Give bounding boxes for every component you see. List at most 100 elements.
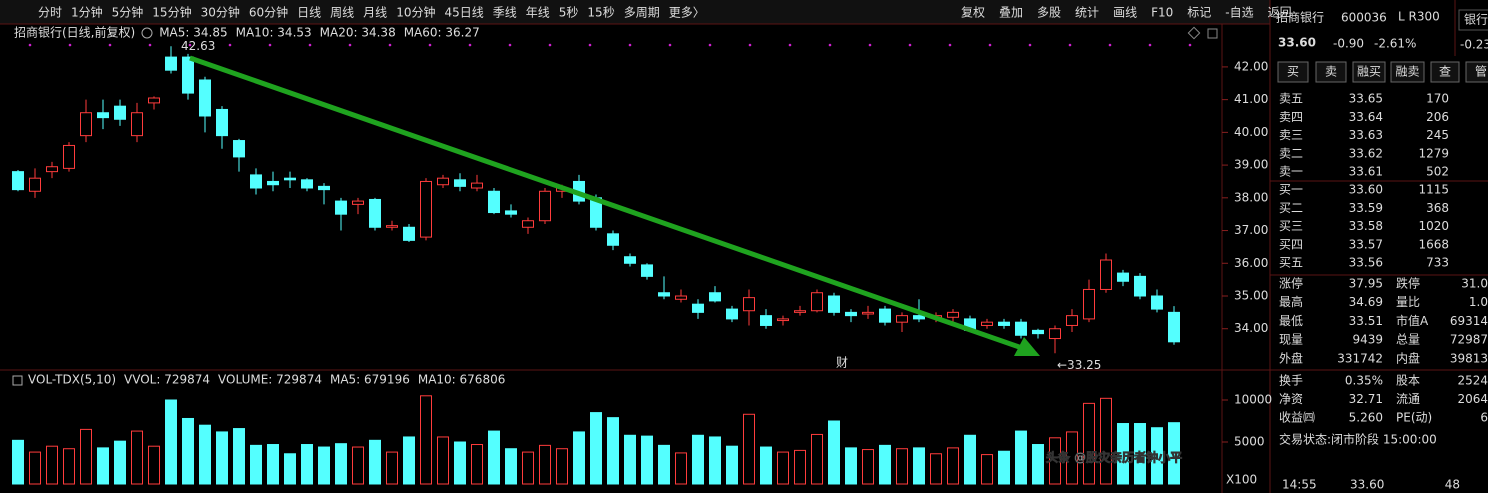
toolbar-item[interactable]: 30分钟 — [201, 5, 240, 20]
candle-body — [284, 177, 296, 181]
candle-body — [794, 310, 806, 313]
toolbar-item[interactable]: 45日线 — [444, 6, 483, 20]
volume-bar — [12, 439, 24, 485]
toolbar-item[interactable]: 10分钟 — [396, 5, 435, 20]
volume-bar — [420, 395, 432, 485]
y-tick-label: 5000 — [1234, 435, 1265, 449]
book-volume: 1668 — [1418, 237, 1449, 251]
toolbar-item[interactable]: 多股 — [1037, 6, 1061, 20]
toolbar-item[interactable]: 返回 — [1268, 6, 1292, 20]
toolbar-item[interactable]: 60分钟 — [249, 5, 288, 20]
book-volume: 206 — [1426, 110, 1449, 124]
y-tick-label: 37.00 — [1234, 223, 1268, 237]
book-volume: 1020 — [1418, 219, 1449, 233]
stat-label: 现量 — [1279, 333, 1303, 347]
y-tick-label: 40.00 — [1234, 125, 1268, 139]
volume-bar — [471, 444, 483, 485]
icon[interactable] — [141, 27, 153, 39]
toolbar-item[interactable]: 周线 — [330, 6, 354, 20]
stat-label: 市值A — [1396, 313, 1429, 328]
volume-bar — [1032, 444, 1044, 485]
stat-value: 72987 — [1450, 333, 1488, 347]
volume-bar — [454, 441, 466, 485]
volume-bar — [794, 449, 806, 485]
toolbar-item[interactable]: 标记 — [1187, 6, 1211, 20]
candle-body — [998, 321, 1010, 326]
button-label[interactable]: 卖 — [1325, 65, 1337, 79]
candle-body — [726, 308, 738, 320]
candle-body — [80, 112, 92, 137]
toolbar-item[interactable]: 1分钟 — [71, 5, 103, 20]
button-label[interactable]: 融卖 — [1395, 65, 1419, 79]
candle-body — [318, 185, 330, 191]
stat-label: 收益㈣ — [1279, 411, 1315, 425]
volume-bar — [250, 444, 262, 485]
toolbar-item[interactable]: 日线 — [297, 6, 321, 20]
book-label: 卖三 — [1279, 128, 1303, 142]
volume-legend: VOL-TDX(5,10) — [28, 373, 116, 387]
chart: 招商银行(日线,前复权) MA5: 34.85 MA10: 34.53 MA20: 3… — [12, 25, 1272, 487]
toolbar-item[interactable]: 画线 — [1113, 6, 1137, 20]
button[interactable] — [1390, 61, 1425, 83]
candle-body — [352, 200, 364, 205]
button[interactable] — [1465, 61, 1488, 83]
volume-bar — [981, 454, 993, 485]
candle-body — [471, 182, 483, 189]
button[interactable] — [1430, 61, 1460, 83]
button[interactable] — [1352, 61, 1386, 83]
book-label: 买三 — [1279, 219, 1303, 233]
button-label[interactable]: 买 — [1287, 65, 1299, 79]
stat-label: PE(动) — [1396, 411, 1432, 425]
toolbar-item[interactable]: -自选 — [1225, 6, 1253, 20]
toolbar-item[interactable]: 统计 — [1075, 6, 1099, 20]
candle-body — [182, 56, 194, 94]
button[interactable] — [1277, 61, 1309, 83]
candle-body — [692, 303, 704, 313]
icon[interactable] — [1207, 28, 1218, 39]
volume-bar — [131, 430, 143, 485]
toolbar-item[interactable]: 年线 — [526, 6, 550, 20]
change-pct: -2.61% — [1374, 37, 1416, 51]
button[interactable] — [1315, 61, 1347, 83]
toolbar-item[interactable]: 5分钟 — [112, 5, 144, 20]
candle-body — [777, 318, 789, 322]
book-label: 买五 — [1279, 256, 1303, 270]
button-label[interactable]: 管 — [1475, 64, 1487, 79]
signal-dot — [628, 43, 632, 47]
toolbar-item[interactable]: 5秒 — [559, 6, 579, 20]
candle-body — [148, 97, 160, 104]
icon[interactable] — [1187, 26, 1201, 40]
volume-bar — [845, 447, 857, 485]
sector: 银行 — [1464, 13, 1488, 27]
candle-body — [947, 311, 959, 318]
toolbar-item[interactable]: 月线 — [363, 6, 387, 20]
icon[interactable] — [12, 375, 23, 386]
book-volume: 1115 — [1418, 183, 1449, 197]
volume-bar — [369, 439, 381, 485]
indicator-label: MA10: 34.53 — [236, 26, 312, 40]
signal-dot — [828, 43, 832, 47]
volume-bar — [148, 445, 160, 485]
toolbar-item[interactable]: 多周期 — [624, 6, 660, 20]
toolbar-item[interactable]: 15秒 — [587, 6, 614, 20]
button-label[interactable]: 查 — [1439, 65, 1451, 79]
toolbar-item[interactable]: 15分钟 — [152, 5, 191, 20]
volume-bar — [828, 420, 840, 485]
signal-dot — [188, 43, 192, 47]
stat-value: 31.0 — [1461, 277, 1488, 291]
stat-label: 净资 — [1279, 392, 1303, 406]
button-label[interactable]: 融买 — [1357, 65, 1381, 79]
candle-body — [505, 210, 517, 215]
toolbar-item[interactable]: 复权 — [961, 6, 985, 20]
book-price: 33.60 — [1349, 183, 1383, 197]
toolbar-item[interactable]: F10 — [1151, 6, 1173, 20]
toolbar-item[interactable]: 更多〉 — [669, 6, 705, 20]
candle-body — [301, 179, 313, 189]
toolbar-item[interactable]: 叠加 — [999, 6, 1023, 20]
book-price: 33.59 — [1349, 201, 1383, 215]
stat-value: 1.0 — [1469, 295, 1488, 309]
toolbar-item[interactable]: 季线 — [493, 6, 517, 20]
signal-dot — [1148, 43, 1152, 47]
toolbar-item[interactable]: 分时 — [38, 6, 62, 20]
volume-bar — [165, 399, 177, 485]
